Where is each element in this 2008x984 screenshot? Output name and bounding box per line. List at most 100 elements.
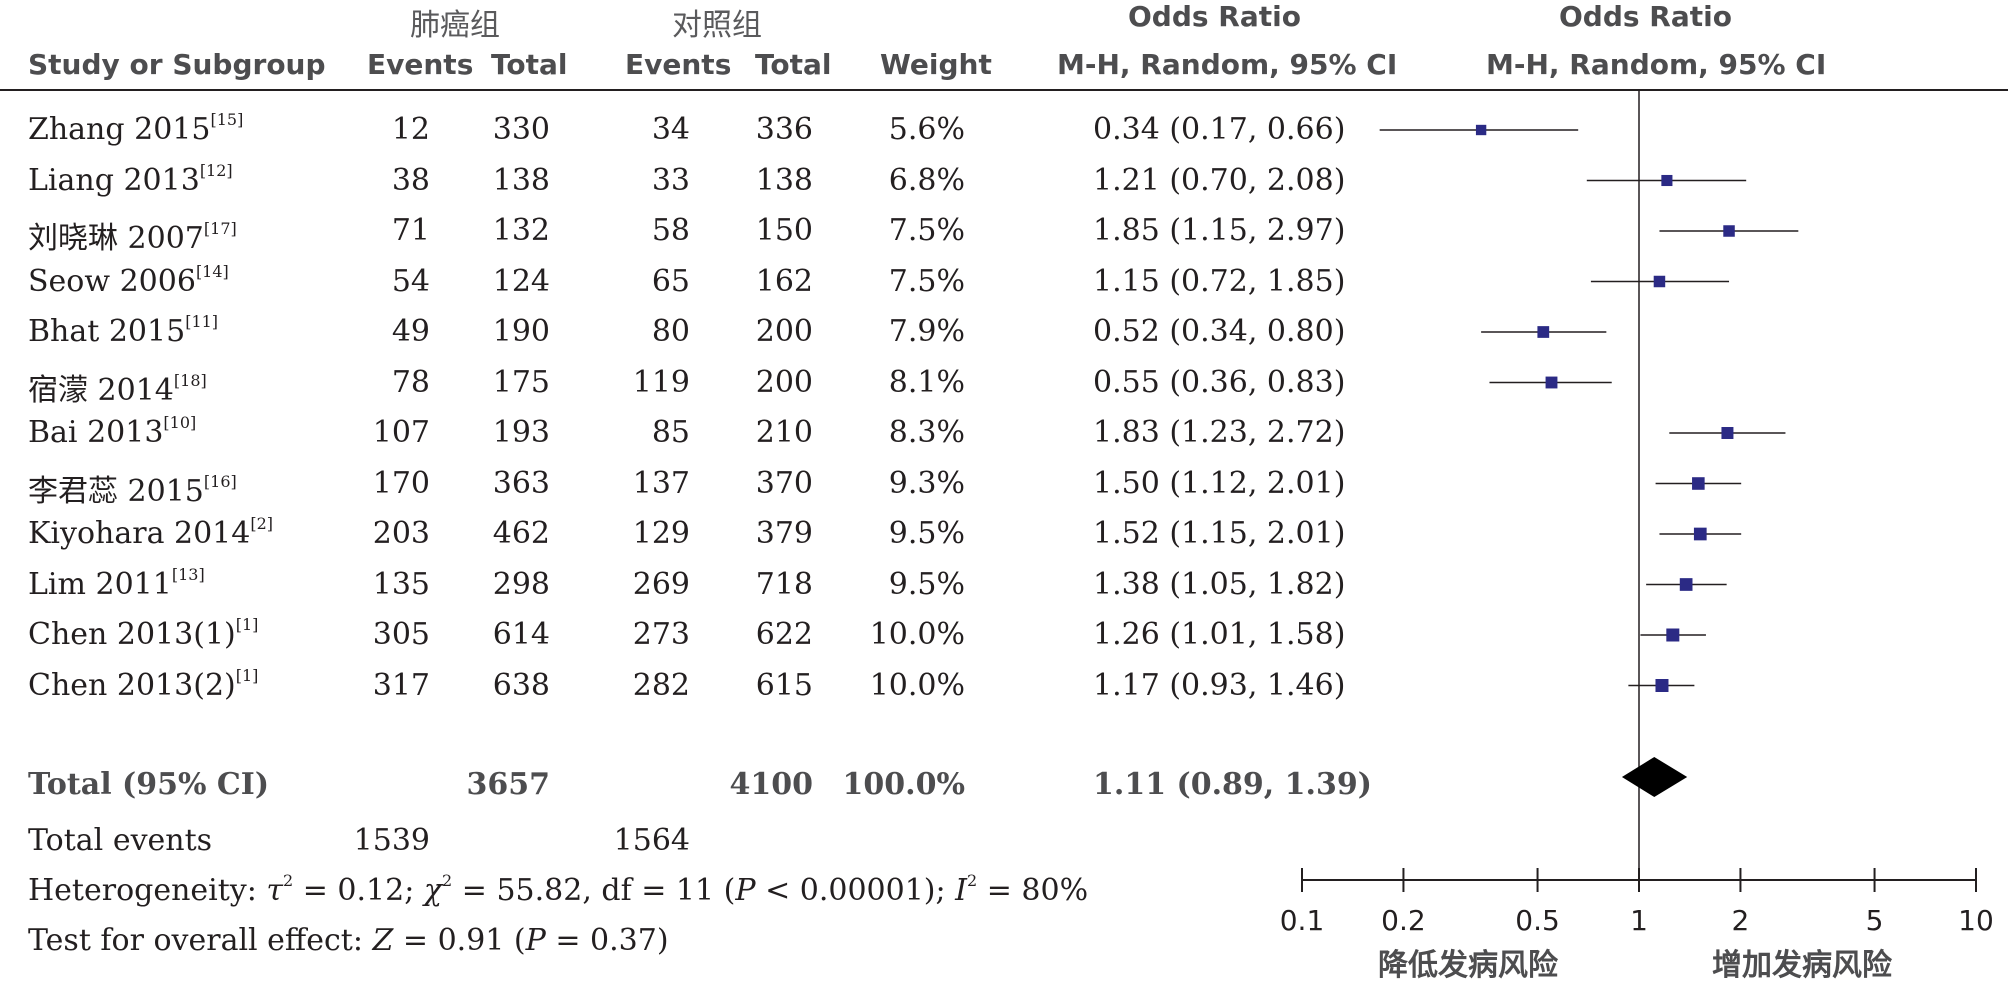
heterogeneity-text: Heterogeneity: τ2 = 0.12; χ2 = 55.82, df… [28, 871, 1089, 909]
study-reference: [14] [195, 261, 229, 281]
study-label: Seow 2006 [28, 263, 196, 299]
i-value: = 80% [977, 873, 1089, 908]
study-marker [1693, 527, 1707, 541]
events1-cell: 54 [391, 263, 430, 299]
study-marker [1661, 174, 1673, 187]
events1-cell: 78 [391, 364, 430, 400]
total-events-label: Total events [28, 823, 213, 858]
study-marker [1653, 275, 1666, 288]
total1-cell: 298 [492, 566, 550, 602]
ci-cell: 1.85 (1.15, 2.97) [1093, 213, 1346, 248]
ci-cell: 1.21 (0.70, 2.08) [1093, 162, 1346, 198]
study-name: 宿濛 2014[18] [28, 365, 207, 409]
method-column-header: M-H, Random, 95% CI [1057, 48, 1398, 81]
total2-cell: 615 [755, 667, 813, 703]
study-name: Lim 2011[13] [28, 566, 205, 602]
total1-cell: 363 [492, 465, 550, 501]
study-reference: [15] [210, 110, 244, 129]
study-marker [1655, 679, 1669, 692]
study-column-header: Study or Subgroup [28, 48, 326, 81]
study-reference: [1] [235, 665, 259, 685]
events1-cell: 317 [372, 667, 430, 703]
events1-column-header: Events [367, 48, 474, 81]
study-name: Chen 2013(1)[1] [28, 615, 259, 653]
p-value: < 0.00001); [755, 873, 956, 908]
total-ci: 1.11 (0.89, 1.39) [1093, 767, 1372, 802]
study-reference: [10] [163, 413, 197, 432]
weight-cell: 6.8% [888, 162, 965, 198]
total2-cell: 379 [755, 516, 813, 551]
study-name: Bhat 2015[11] [28, 312, 219, 350]
events2-cell: 80 [651, 314, 690, 349]
study-name: 刘晓琳 2007[17] [28, 213, 237, 257]
ci-cell: 1.17 (0.93, 1.46) [1093, 667, 1346, 703]
events1-cell: 38 [391, 162, 430, 198]
study-reference: [1] [235, 615, 259, 634]
ci-cell: 1.38 (1.05, 1.82) [1093, 566, 1346, 602]
ci-cell: 1.83 (1.23, 2.72) [1093, 415, 1346, 450]
study-label: Chen 2013(1) [28, 617, 236, 652]
events1-cell: 305 [372, 617, 430, 652]
weight-column-header: Weight [880, 48, 992, 81]
total1-cell: 138 [492, 162, 550, 198]
events2-cell: 269 [632, 566, 690, 602]
total2-cell: 336 [755, 112, 813, 147]
total2-cell: 162 [755, 263, 813, 299]
weight-cell: 9.5% [888, 516, 965, 551]
chi-value: = 55.82, df = 11 ( [452, 873, 736, 908]
study-label: Chen 2013(2) [28, 667, 236, 703]
events2-cell: 119 [632, 364, 690, 400]
weight-cell: 10.0% [869, 617, 965, 652]
weight-cell: 8.3% [888, 415, 965, 450]
plot-method-header: M-H, Random, 95% CI [1486, 48, 1827, 81]
total2-cell: 200 [755, 314, 813, 349]
events2-cell: 33 [651, 162, 690, 198]
total2-cell: 150 [755, 213, 813, 248]
total-t2: 4100 [729, 767, 814, 802]
x-axis-tick-label: 5 [1866, 904, 1884, 937]
total1-cell: 638 [492, 667, 550, 703]
study-label: Zhang 2015 [28, 112, 211, 147]
events1-cell: 107 [372, 415, 430, 450]
weight-cell: 7.5% [888, 213, 965, 248]
study-label: Lim 2011 [28, 566, 172, 602]
study-label: Liang 2013 [28, 162, 200, 198]
events2-cell: 34 [651, 112, 690, 147]
total1-cell: 193 [492, 415, 550, 450]
total-events-e2: 1564 [613, 823, 690, 858]
z-value: = 0.91 ( [393, 923, 526, 958]
weight-cell: 7.5% [888, 263, 965, 299]
study-name: 李君蕊 2015[16] [28, 466, 237, 510]
or-title-header: Odds Ratio [1128, 0, 1301, 33]
plot-title-header: Odds Ratio [1559, 0, 1732, 33]
total1-cell: 132 [492, 213, 550, 248]
x-axis-tick-label: 2 [1732, 904, 1750, 937]
total2-cell: 718 [755, 566, 813, 602]
total2-cell: 200 [755, 364, 813, 400]
ci-cell: 1.52 (1.15, 2.01) [1093, 516, 1346, 551]
header-rule [0, 89, 2008, 91]
total1-cell: 124 [492, 263, 550, 299]
study-reference: [11] [185, 312, 219, 331]
study-marker [1723, 225, 1735, 237]
events1-cell: 135 [372, 566, 430, 602]
ci-cell: 0.52 (0.34, 0.80) [1093, 314, 1346, 349]
group1-header: 肺癌组 [410, 8, 500, 43]
tau-symbol: τ [266, 873, 284, 908]
favours-left-label: 降低发病风险 [1378, 948, 1558, 983]
total1-cell: 190 [492, 314, 550, 349]
study-name: Liang 2013[12] [28, 160, 233, 198]
study-marker [1475, 124, 1487, 136]
study-marker [1679, 578, 1693, 591]
ci-cell: 0.34 (0.17, 0.66) [1093, 112, 1346, 147]
study-reference: [12] [199, 160, 233, 180]
total1-column-header: Total [491, 48, 568, 81]
events2-cell: 129 [632, 516, 690, 551]
events2-cell: 65 [651, 263, 690, 299]
study-label: 宿濛 2014 [28, 372, 174, 408]
x-axis-tick-label: 0.5 [1515, 904, 1560, 937]
events2-cell: 58 [651, 213, 690, 248]
ci-cell: 0.55 (0.36, 0.83) [1093, 364, 1346, 400]
chi-symbol: χ [423, 873, 443, 908]
